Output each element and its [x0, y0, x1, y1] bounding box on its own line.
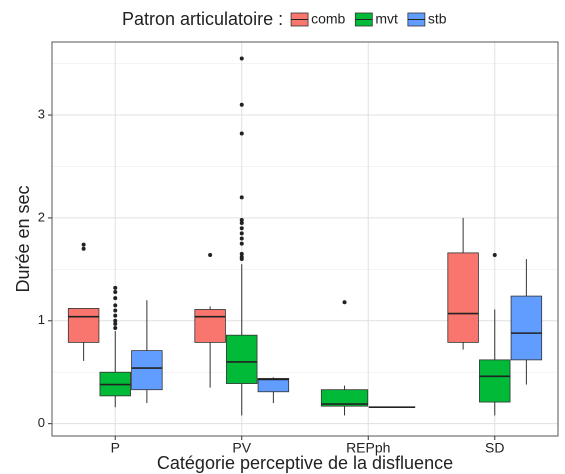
outlier — [239, 255, 244, 260]
outlier — [239, 131, 244, 136]
x-tick-label: PV — [232, 440, 251, 456]
y-tick-label: 0 — [38, 415, 45, 430]
y-tick-label: 1 — [38, 312, 45, 327]
outlier — [239, 226, 244, 231]
outlier — [113, 308, 118, 313]
legend-title: Patron articulatoire : — [122, 9, 283, 29]
legend-label: stb — [428, 11, 447, 27]
outlier — [113, 325, 118, 330]
y-tick-label: 2 — [38, 209, 45, 224]
outlier — [342, 300, 347, 305]
outlier — [113, 285, 118, 290]
x-tick-label: REPph — [346, 440, 390, 456]
outlier — [492, 252, 497, 257]
box — [194, 309, 226, 343]
box — [226, 334, 258, 384]
legend-label: comb — [311, 11, 345, 27]
y-axis-label: Durée en sec — [13, 185, 33, 292]
outlier — [113, 296, 118, 301]
box — [479, 359, 511, 403]
outlier — [113, 303, 118, 308]
x-tick-label: P — [111, 440, 120, 456]
outlier — [239, 241, 244, 246]
outlier — [239, 56, 244, 61]
outlier — [239, 236, 244, 241]
panel-border — [51, 41, 559, 437]
outlier — [113, 318, 118, 323]
legend-label: mvt — [375, 11, 398, 27]
y-tick-label: 3 — [38, 106, 45, 121]
box — [510, 295, 543, 361]
outlier — [81, 242, 86, 247]
outlier — [239, 231, 244, 236]
x-tick-label: SD — [485, 440, 504, 456]
outlier — [239, 102, 244, 107]
outlier — [208, 252, 213, 257]
outlier — [239, 217, 244, 222]
outlier — [113, 289, 118, 294]
outlier — [113, 321, 118, 326]
box — [320, 389, 369, 407]
outlier — [239, 221, 244, 226]
box — [447, 252, 479, 343]
outlier — [81, 246, 86, 251]
box — [131, 350, 163, 391]
outlier — [113, 313, 118, 318]
x-axis-label: Catégorie perceptive de la disfluence — [157, 453, 453, 473]
outlier — [239, 195, 244, 200]
box — [67, 308, 100, 343]
box — [257, 377, 290, 393]
outlier — [239, 251, 244, 256]
